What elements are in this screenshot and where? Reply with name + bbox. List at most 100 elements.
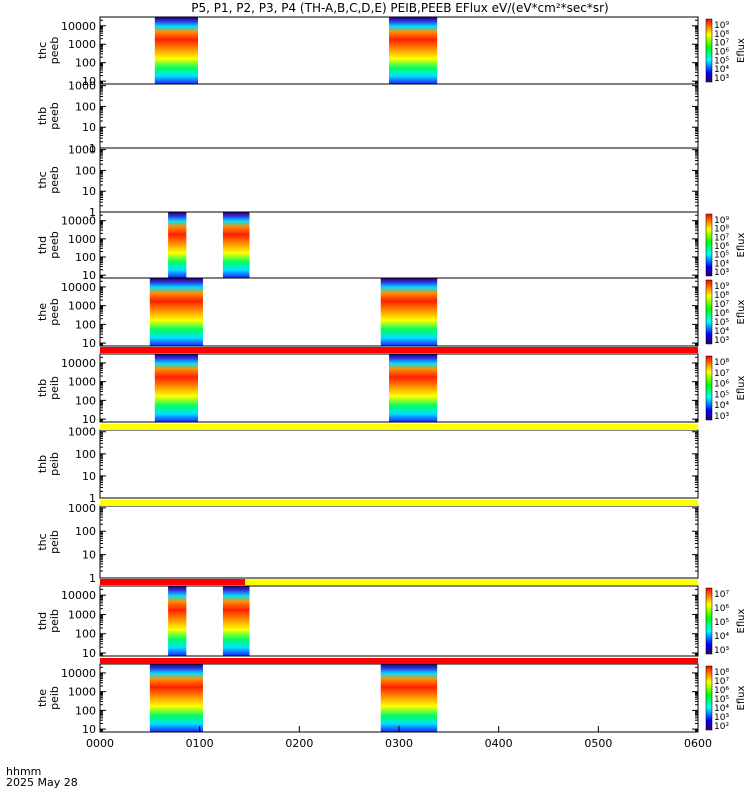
panel-frame: [99, 277, 699, 347]
panel-8: 1 10 100 1000 thc peib: [36, 502, 699, 585]
colorbar-tick-label: 10⁷: [714, 677, 729, 687]
x-tick-label: 0100: [186, 737, 214, 750]
colorbar-tick-label: 10⁶: [714, 380, 729, 390]
colorbar-tick-label: 10⁴: [714, 259, 729, 269]
x-tick-label: 0200: [285, 737, 313, 750]
y-tick-label: 100: [75, 57, 96, 70]
colorbar-tick-label: 10⁹: [714, 216, 729, 226]
y-tick-label: 100: [75, 318, 96, 331]
colorbar-tick-label: 10⁸: [714, 30, 729, 40]
colorbar-tick-label: 10³: [714, 74, 729, 84]
spectrogram-block: [149, 278, 203, 346]
x-tick-label: 0000: [86, 737, 114, 750]
panel-label: thb: [36, 107, 49, 125]
y-tick-label: 10000: [61, 667, 96, 680]
y-tick-label: 1000: [68, 233, 96, 246]
colorbar-tick-label: 10⁹: [714, 282, 729, 292]
colorbar-tick-label: 10²: [714, 722, 729, 732]
panel-4: 10 100 1000 10000 thd peeb 10⁹10⁸10⁷10⁶10⁵10⁴1…: [36, 211, 747, 282]
y-tick-label: 10: [82, 269, 96, 282]
y-tick-label: 10000: [61, 215, 96, 228]
colorbar-tick-label: 10⁴: [714, 704, 729, 714]
spectrogram-block: [154, 17, 199, 84]
colorbar-tick-label: 10⁸: [714, 291, 729, 301]
spectrogram-block: [389, 17, 438, 84]
status-flag-bar: [245, 579, 698, 585]
colorbar-tick-label: 10⁷: [714, 233, 729, 243]
colorbar: [705, 279, 713, 345]
y-tick-label: 100: [75, 448, 96, 461]
colorbar-tick-label: 10³: [714, 713, 729, 723]
y-tick-label: 100: [75, 394, 96, 407]
colorbar-tick-label: 10⁵: [714, 56, 729, 66]
time-axis-unit-label: hhmm: [6, 765, 41, 778]
spectrogram-block: [154, 354, 199, 422]
colorbar-tick-label: 10³: [714, 646, 729, 656]
colorbar-tick-label: 10⁷: [714, 590, 729, 600]
panel-label: peib: [48, 376, 61, 400]
panel-label: thc: [36, 171, 49, 188]
colorbar-tick-label: 10⁷: [714, 369, 729, 379]
y-tick-label: 1000: [68, 502, 96, 515]
panel-2: 1 10 100 1000 thb peeb: [36, 80, 699, 155]
colorbar: [705, 665, 713, 731]
panel-label: peib: [48, 530, 61, 554]
spectrogram-block: [222, 586, 250, 656]
panel-frame: [99, 147, 699, 213]
y-tick-label: 100: [75, 164, 96, 177]
y-tick-label: 1000: [68, 144, 96, 157]
colorbar-label: Eflux: [736, 299, 747, 324]
panel-frame: [99, 211, 699, 279]
colorbar-tick-label: 10⁵: [714, 318, 729, 328]
status-flag-bar: [100, 658, 698, 664]
date-label: 2025 May 28: [6, 776, 78, 789]
panel-label: the: [36, 689, 49, 707]
spectrogram-block: [389, 354, 438, 422]
panel-label: the: [36, 303, 49, 321]
spectrogram-block: [380, 278, 438, 346]
colorbar-tick-label: 10⁸: [714, 668, 729, 678]
y-tick-label: 10: [82, 185, 96, 198]
x-tick-label: 0600: [684, 737, 712, 750]
panel-label: peeb: [48, 231, 61, 259]
panel-label: peib: [48, 609, 61, 633]
y-tick-label: 10: [82, 75, 96, 88]
colorbar-tick-label: 10⁴: [714, 65, 729, 75]
y-tick-label: 100: [75, 704, 96, 717]
colorbar-tick-label: 10⁴: [714, 327, 729, 337]
colorbar: [705, 18, 713, 83]
y-tick-label: 1000: [68, 300, 96, 313]
y-tick-label: 100: [75, 251, 96, 264]
y-tick-label: 10: [82, 337, 96, 350]
y-tick-label: 1: [89, 142, 96, 155]
x-tick-label: 0400: [485, 737, 513, 750]
colorbar-tick-label: 10⁵: [714, 251, 729, 261]
panel-7: 1 10 100 1000 thb peib: [36, 426, 699, 505]
colorbar-label: Eflux: [736, 685, 747, 710]
x-tick-label: 0500: [584, 737, 612, 750]
spectrogram-block: [222, 212, 250, 278]
panel-label: thd: [36, 612, 49, 630]
panel-label: peeb: [48, 298, 61, 326]
panel-label: peib: [48, 452, 61, 476]
panel-frame: [99, 429, 699, 499]
panel-5: 10 100 1000 10000 the peeb 10⁹10⁸10⁷10⁶10⁵10⁴1…: [36, 277, 747, 350]
status-flag-bar: [100, 424, 698, 430]
spectrogram-block: [380, 664, 438, 732]
colorbar-tick-label: 10⁹: [714, 21, 729, 31]
y-tick-label: 100: [75, 525, 96, 538]
colorbar-tick-label: 10⁷: [714, 39, 729, 49]
colorbar-tick-label: 10³: [714, 412, 729, 422]
spectrogram-block: [149, 664, 203, 732]
panel-label: thc: [36, 533, 49, 550]
y-tick-label: 10000: [61, 281, 96, 294]
colorbar-tick-label: 10⁴: [714, 632, 729, 642]
panel-9: 10 100 1000 10000 thd peib 10⁷ 10⁶ 10⁵ 10⁴ 10³ Eflu…: [36, 585, 747, 660]
y-tick-label: 10000: [61, 20, 96, 33]
panel-3: 1 10 100 1000 thc peeb: [36, 144, 699, 219]
y-tick-label: 10: [82, 121, 96, 134]
y-tick-label: 10: [82, 723, 96, 736]
spectrogram-block: [168, 212, 187, 278]
y-tick-label: 10000: [61, 589, 96, 602]
